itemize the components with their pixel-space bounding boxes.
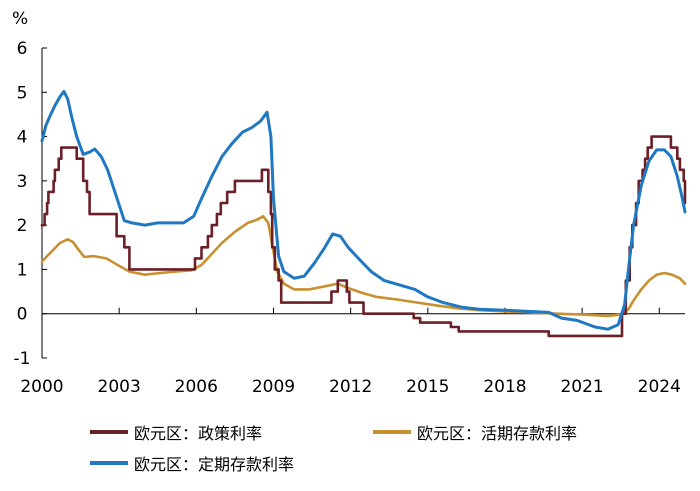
legend: 欧元区：政策利率 欧元区：活期存款利率 欧元区：定期存款利率 — [90, 420, 670, 486]
x-tick-label: 2018 — [483, 377, 526, 397]
y-tick-label: 2 — [17, 216, 28, 236]
x-tick-label: 2021 — [560, 377, 603, 397]
legend-item-time-deposit-rate: 欧元区：定期存款利率 — [90, 451, 294, 475]
legend-swatch-time-deposit-rate — [90, 461, 128, 465]
y-tick-label: 1 — [17, 260, 28, 280]
y-tick-label: 4 — [17, 128, 28, 148]
y-tick-label: -1 — [14, 349, 31, 369]
legend-label-time-deposit-rate: 欧元区：定期存款利率 — [134, 455, 295, 474]
legend-item-policy-rate: 欧元区：政策利率 — [90, 420, 262, 444]
x-tick-label: 2015 — [406, 377, 449, 397]
legend-label-policy-rate: 欧元区：政策利率 — [134, 424, 263, 443]
y-tick-label: 6 — [17, 39, 28, 59]
y-axis-unit-label: % — [12, 9, 28, 29]
legend-item-demand-deposit-rate: 欧元区：活期存款利率 — [373, 420, 577, 444]
legend-label-demand-deposit-rate: 欧元区：活期存款利率 — [417, 424, 578, 443]
x-tick-label: 2006 — [175, 377, 218, 397]
x-tick-label: 2000 — [20, 377, 63, 397]
series-group — [40, 89, 687, 338]
legend-swatch-demand-deposit-rate — [373, 430, 411, 434]
series-line-time-deposit-rate — [40, 89, 687, 331]
x-tick-label: 2009 — [252, 377, 295, 397]
y-ticks: -1 0 1 2 3 4 5 6 — [14, 39, 47, 369]
y-tick-label: 3 — [17, 172, 28, 192]
series-line-policy-rate — [40, 135, 687, 338]
x-ticks: 2000 2003 2006 2009 2012 2015 2018 2021 2024 — [20, 307, 681, 397]
legend-swatch-policy-rate — [90, 430, 128, 434]
y-tick-label: 5 — [17, 83, 28, 103]
series-line-demand-deposit-rate — [40, 215, 687, 318]
x-tick-label: 2003 — [98, 377, 141, 397]
x-tick-label: 2012 — [329, 377, 372, 397]
y-tick-label: 0 — [17, 305, 28, 325]
x-tick-label: 2024 — [638, 377, 681, 397]
